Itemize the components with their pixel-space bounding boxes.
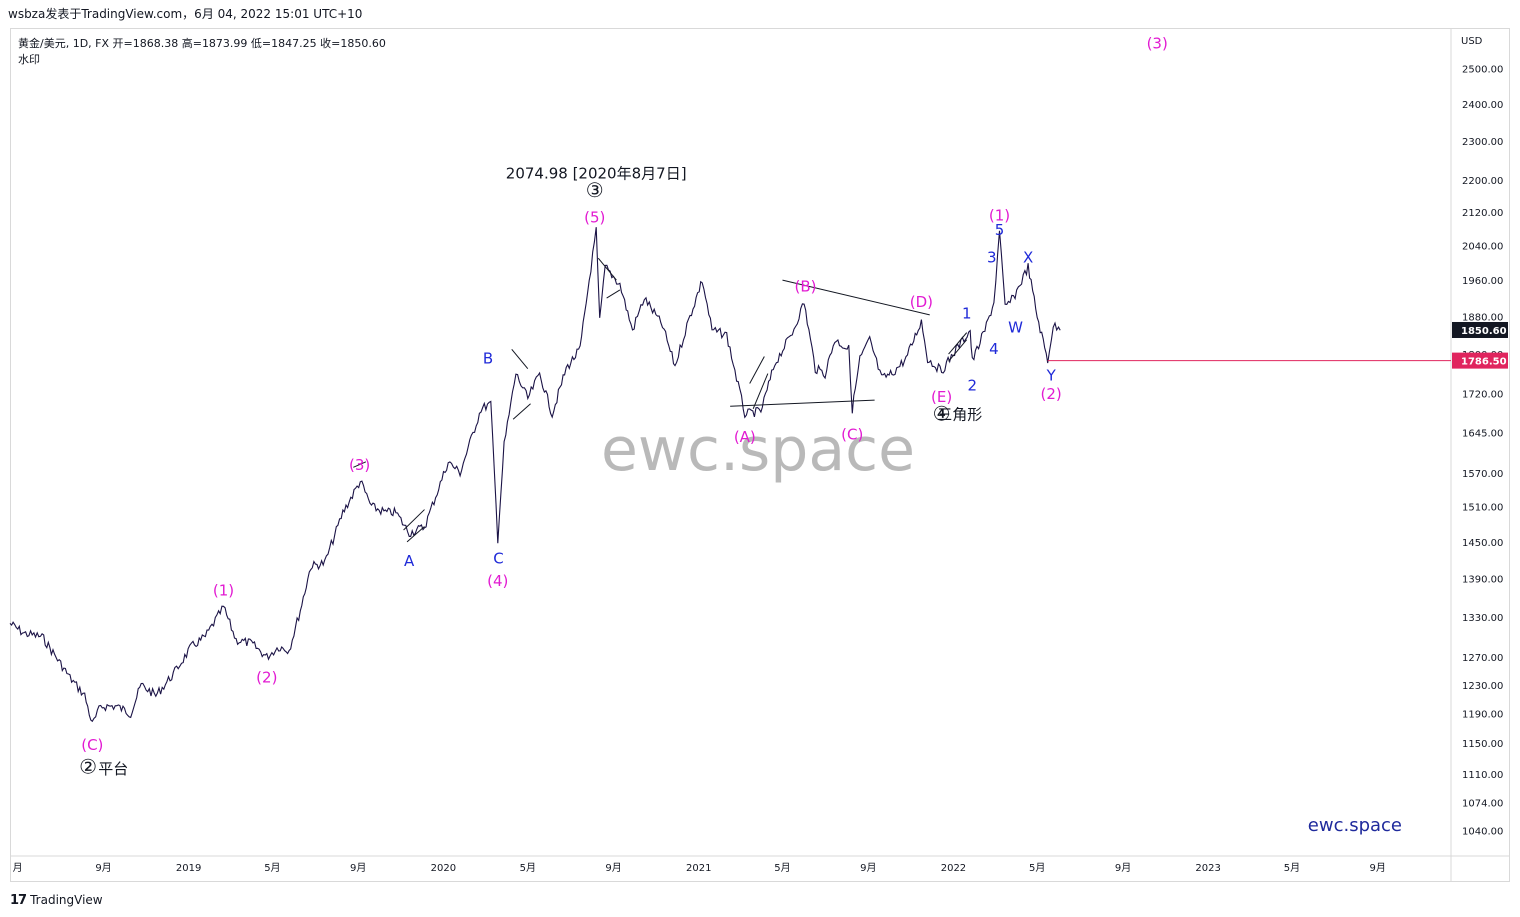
tradingview-footer[interactable]: 17 TradingView [10,890,103,910]
chart-frame[interactable] [10,28,1510,882]
symbol-ohlc-legend[interactable]: 黄金/美元, 1D, FX 开=1868.38 高=1873.99 低=1847… [18,37,386,50]
tradingview-logo-icon: 17 [10,892,27,908]
tradingview-brand: TradingView [30,893,103,907]
publish-info: wsbza发表于TradingView.com，6月 04, 2022 15:0… [8,7,363,21]
watermark-label: 水印 [18,53,40,66]
